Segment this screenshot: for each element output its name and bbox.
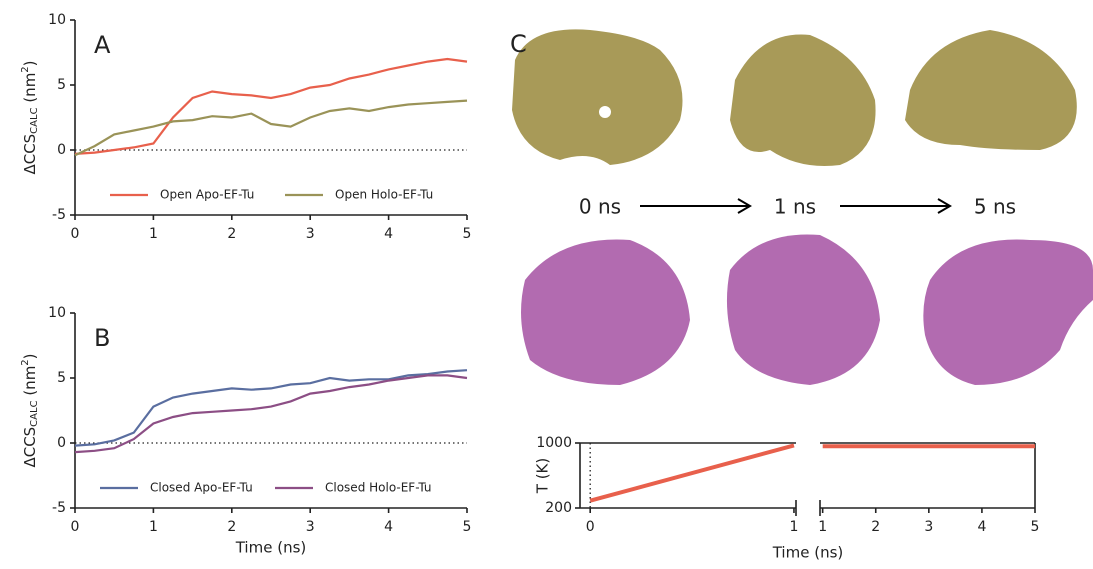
x-tick-label: 3 <box>924 519 933 535</box>
y-axis-label: ΔCCSCALC (nm2) <box>20 353 40 467</box>
y-axis-label-part: (nm <box>21 73 39 108</box>
time-label: 1 ns <box>774 195 816 219</box>
y-tick-label: 5 <box>57 77 66 93</box>
x-tick-label: 4 <box>384 519 393 535</box>
x-tick-label: 0 <box>71 519 80 535</box>
x-tick-label: 2 <box>227 226 236 242</box>
figure: C 0 ns 1 ns 5 ns -50510012345Open Apo-EF… <box>0 0 1093 569</box>
y-axis-label-part: (nm <box>21 366 39 401</box>
y-axis-label-part: ) <box>21 353 39 359</box>
purple-structure <box>727 234 880 385</box>
y-axis-label-part: ΔCCS <box>21 134 39 175</box>
y-tick-label: 5 <box>57 370 66 386</box>
purple-structure <box>521 240 690 386</box>
x-tick-label: 3 <box>306 519 315 535</box>
x-tick-label: 1 <box>790 519 799 535</box>
olive-structure <box>905 30 1077 150</box>
series-line <box>75 370 467 445</box>
panel-label: A <box>94 31 111 59</box>
y-tick-label: 10 <box>48 305 66 321</box>
x-tick-label: 5 <box>1031 519 1040 535</box>
x-tick-label: 4 <box>384 226 393 242</box>
x-axis-label: Time (ns) <box>772 544 844 562</box>
x-tick-label: 3 <box>306 226 315 242</box>
legend-label: Open Holo-EF-Tu <box>335 188 433 202</box>
purple-structure <box>923 240 1093 386</box>
cavity <box>599 106 611 118</box>
x-tick-label: 0 <box>71 226 80 242</box>
axis <box>75 20 467 215</box>
series-line <box>75 375 467 452</box>
y-axis-label: ΔCCSCALC (nm2) <box>20 60 40 174</box>
x-tick-label: 1 <box>149 226 158 242</box>
series-line <box>590 445 794 500</box>
x-tick-label: 1 <box>818 519 827 535</box>
time-label: 0 ns <box>579 195 621 219</box>
x-tick-label: 2 <box>871 519 880 535</box>
x-tick-label: 5 <box>463 226 472 242</box>
x-axis-label: Time (ns) <box>235 539 307 557</box>
series-line <box>75 59 467 154</box>
x-tick-label: 4 <box>977 519 986 535</box>
y-tick-label: 10 <box>48 12 66 28</box>
y-axis-label-part: ΔCCS <box>21 427 39 468</box>
panel-label: B <box>94 324 110 352</box>
time-label: 5 ns <box>974 195 1016 219</box>
y-tick-label: -5 <box>52 500 66 516</box>
panel-label: C <box>510 30 527 58</box>
x-tick-label: 5 <box>463 519 472 535</box>
x-tick-label: 0 <box>586 519 595 535</box>
axis <box>75 313 467 508</box>
x-tick-label: 1 <box>149 519 158 535</box>
y-axis-label: T (K) <box>534 458 552 494</box>
y-tick-label: 0 <box>57 142 66 158</box>
y-axis-label-part: ) <box>21 60 39 66</box>
legend-label: Closed Apo-EF-Tu <box>150 481 253 495</box>
legend-label: Open Apo-EF-Tu <box>160 188 254 202</box>
olive-structure <box>512 29 683 165</box>
y-axis-label-part: CALC <box>29 400 40 426</box>
y-tick-label: 200 <box>545 500 572 516</box>
legend-label: Closed Holo-EF-Tu <box>325 481 432 495</box>
y-tick-label: 0 <box>57 435 66 451</box>
y-tick-label: -5 <box>52 207 66 223</box>
structures: C 0 ns 1 ns 5 ns <box>510 29 1093 385</box>
y-axis-label-part: CALC <box>29 107 40 133</box>
olive-structure <box>730 35 876 166</box>
y-tick-label: 1000 <box>536 435 572 451</box>
x-tick-label: 2 <box>227 519 236 535</box>
